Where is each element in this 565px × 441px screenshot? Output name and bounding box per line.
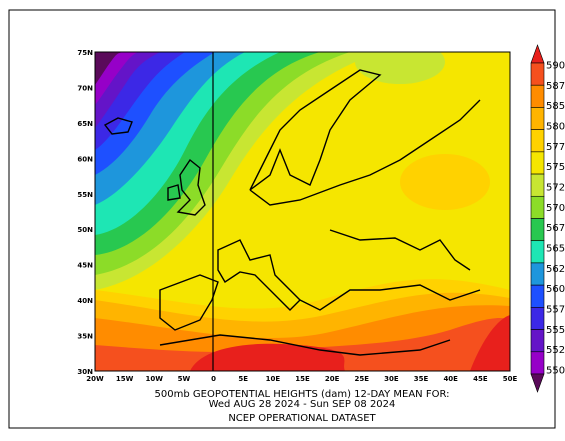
colorbar-box bbox=[530, 307, 545, 330]
lat-label: 40N bbox=[77, 297, 93, 305]
colorbar-label: 590 bbox=[546, 61, 565, 72]
colorbar-cap bbox=[530, 373, 545, 393]
lat-label: 75N bbox=[77, 49, 93, 57]
lon-label: 15E bbox=[295, 375, 310, 383]
lon-label: 0 bbox=[211, 375, 216, 383]
lon-label: 5W bbox=[178, 375, 191, 383]
lat-label: 70N bbox=[77, 84, 93, 92]
lon-label: 45E bbox=[473, 375, 488, 383]
colorbar-box bbox=[530, 107, 545, 130]
lat-label: 45N bbox=[77, 262, 93, 270]
colorbar-box bbox=[530, 284, 545, 308]
colorbar-label: 557. bbox=[546, 305, 565, 316]
colorbar-box bbox=[530, 240, 545, 264]
lon-label: 15W bbox=[116, 375, 134, 383]
colorbar-label: 550 bbox=[546, 366, 565, 377]
colorbar-label: 555 bbox=[546, 325, 565, 336]
colorbar-label: 572. bbox=[546, 183, 565, 194]
lon-label: 30E bbox=[384, 375, 399, 383]
colorbar-box bbox=[530, 262, 545, 286]
lon-label: 20W bbox=[86, 375, 104, 383]
lon-label: 10W bbox=[146, 375, 164, 383]
coastlines bbox=[103, 69, 481, 356]
lon-label: 50E bbox=[503, 375, 518, 383]
caption: NCEP OPERATIONAL DATASET bbox=[228, 413, 376, 424]
map bbox=[95, 52, 510, 371]
lon-label: 25E bbox=[355, 375, 370, 383]
colorbar-label: 570 bbox=[546, 203, 565, 214]
colorbar-label: 577. bbox=[546, 142, 565, 153]
band bbox=[400, 154, 490, 210]
colorbar-box bbox=[530, 218, 545, 242]
colorbar-label: 580 bbox=[546, 122, 565, 133]
band bbox=[355, 52, 445, 84]
colorbar-label: 562. bbox=[546, 264, 565, 275]
lon-label: 10E bbox=[266, 375, 281, 383]
caption: 500mb GEOPOTENTIAL HEIGHTS (dam) 12-DAY … bbox=[155, 389, 450, 400]
colorbar-box bbox=[530, 351, 545, 375]
colorbar-box bbox=[530, 329, 545, 353]
colorbar-label: 585 bbox=[546, 101, 565, 112]
colorbar-label: 587. bbox=[546, 81, 565, 92]
lon-label: 20E bbox=[325, 375, 340, 383]
colorbar-box bbox=[530, 195, 545, 219]
band bbox=[95, 52, 122, 85]
lon-label: 35E bbox=[414, 375, 429, 383]
colorbar-label: 560 bbox=[546, 284, 565, 295]
caption: Wed AUG 28 2024 - Sun SEP 08 2024 bbox=[209, 399, 396, 410]
colorbar-box bbox=[530, 84, 545, 108]
map-border bbox=[94, 51, 511, 372]
band bbox=[95, 318, 510, 371]
colorbar-label: 575 bbox=[546, 162, 565, 173]
lon-label: 40E bbox=[443, 375, 458, 383]
lat-label: 55N bbox=[77, 191, 93, 199]
lat-label: 30N bbox=[77, 368, 93, 376]
colorbar-label: 552. bbox=[546, 345, 565, 356]
lat-label: 50N bbox=[77, 226, 93, 234]
band bbox=[470, 315, 510, 371]
band bbox=[190, 343, 345, 371]
colorbar-label: 565 bbox=[546, 244, 565, 255]
colorbar-box bbox=[530, 62, 545, 86]
lat-label: 35N bbox=[77, 333, 93, 341]
lat-label: 65N bbox=[77, 120, 93, 128]
colorbar-box bbox=[530, 129, 545, 153]
colorbar-label: 567. bbox=[546, 223, 565, 234]
colorbar-box bbox=[530, 151, 545, 175]
colorbar-box bbox=[530, 173, 545, 197]
lon-label: 5E bbox=[238, 375, 248, 383]
lat-label: 60N bbox=[77, 155, 93, 163]
